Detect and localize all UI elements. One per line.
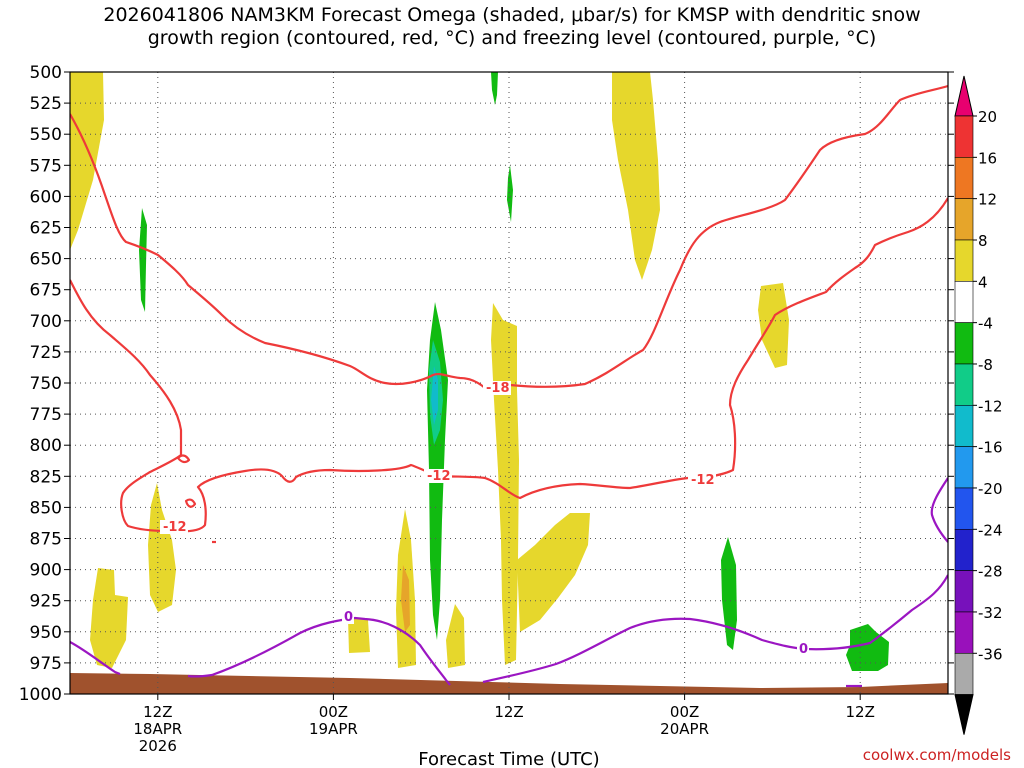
y-tick-label: 950 <box>30 623 62 643</box>
omega-region-pos-10 <box>612 72 660 280</box>
colorbar-label: -24 <box>978 521 1003 539</box>
colorbar-swatch <box>954 157 974 199</box>
chart-title-line-2: growth region (contoured, red, °C) and f… <box>147 27 877 49</box>
y-tick-label: 925 <box>30 592 62 612</box>
y-tick-label: 750 <box>30 374 62 394</box>
colorbar-swatch <box>954 363 974 406</box>
omega-region-pos-6 <box>401 565 410 632</box>
dgz-contour-small-2 <box>184 498 197 508</box>
y-tick-label: 575 <box>30 156 62 176</box>
omega-region-pos-11 <box>758 283 789 368</box>
y-tick-label: 650 <box>30 250 62 270</box>
x-tick-label: 00Z <box>670 703 699 721</box>
x-axis-label: Forecast Time (UTC) <box>418 749 599 768</box>
colorbar-label: -4 <box>978 315 993 333</box>
y-tick-label: 500 <box>30 63 62 83</box>
y-tick-label: 850 <box>30 498 62 518</box>
y-tick-label: 550 <box>30 125 62 145</box>
colorbar-label: -28 <box>978 563 1003 581</box>
y-tick-label: 875 <box>30 530 62 550</box>
omega-region-pos-4 <box>348 618 370 653</box>
dgz-contour-minus18 <box>70 84 948 390</box>
omega-region-neg-7 <box>721 537 737 650</box>
watermark: coolwx.com/models <box>862 746 1011 764</box>
freezing-level-contours <box>70 477 948 688</box>
colorbar-label: 4 <box>978 273 988 291</box>
freezing-level-line-main <box>70 574 948 686</box>
x-tick-label: 2026 <box>139 737 177 755</box>
dgz-label-minus18: -18 <box>486 381 510 396</box>
colorbar-swatch <box>954 570 974 613</box>
y-tick-label: 775 <box>30 405 62 425</box>
y-tick-label: 675 <box>30 281 62 301</box>
colorbar-swatch <box>954 528 974 571</box>
x-tick-label: 19APR <box>309 720 358 738</box>
colorbar-label: -20 <box>978 480 1003 498</box>
y-axis: 500 525 550 575 600 625 650 675 700 725 750 775 800 8… <box>19 63 954 705</box>
colorbar-label: -8 <box>978 356 993 374</box>
omega-region-neg-4 <box>431 366 438 425</box>
y-tick-label: 600 <box>30 187 62 207</box>
dgz-contour-small-1 <box>176 454 191 464</box>
colorbar-label: 16 <box>978 149 997 167</box>
colorbar-bottom-arrow <box>954 694 974 735</box>
x-tick-label: 18APR <box>133 720 182 738</box>
contour-labels: -18 -12 -12 -12 0 0 <box>160 381 809 657</box>
dgz-label-minus12-b: -12 <box>691 473 715 488</box>
x-tick-label: 12Z <box>143 703 172 721</box>
omega-region-pos-1 <box>70 72 104 250</box>
y-tick-label: 525 <box>30 94 62 114</box>
colorbar-label: -32 <box>978 604 1003 622</box>
y-tick-label: 975 <box>30 654 62 674</box>
freezing-label-0-a: 0 <box>344 610 353 625</box>
colorbar-swatch <box>954 611 974 654</box>
omega-region-pos-9 <box>517 513 590 632</box>
omega-shading <box>70 72 889 671</box>
y-tick-label: 825 <box>30 467 62 487</box>
omega-region-pos-7 <box>446 604 465 668</box>
colorbar-label: -16 <box>978 439 1003 457</box>
y-tick-label: 900 <box>30 561 62 581</box>
colorbar-label: -36 <box>978 645 1003 663</box>
colorbar-swatch <box>954 405 974 447</box>
colorbar-swatch <box>954 198 974 241</box>
colorbar-swatch <box>954 115 974 158</box>
omega-region-pos-3 <box>148 483 176 612</box>
colorbar-label: -12 <box>978 397 1003 415</box>
dgz-label-minus12-a: -12 <box>427 469 451 484</box>
colorbar-swatch <box>954 487 974 530</box>
colorbar-swatch <box>954 322 974 365</box>
x-tick-label: 12Z <box>494 703 523 721</box>
x-tick-label: 20APR <box>660 720 709 738</box>
y-tick-label: 800 <box>30 436 62 456</box>
colorbar-label: 8 <box>978 232 988 250</box>
dgz-label-minus12-c: -12 <box>163 520 187 535</box>
x-tick-label: 00Z <box>319 703 348 721</box>
colorbar-label: 20 <box>978 108 997 126</box>
omega-region-neg-5 <box>491 72 498 105</box>
colorbar-swatch <box>954 239 974 282</box>
colorbar-label: 12 <box>978 191 997 209</box>
colorbar-swatch <box>954 652 974 695</box>
freezing-level-line-right <box>930 477 948 543</box>
y-tick-label: 700 <box>30 312 62 332</box>
omega-region-neg-6 <box>507 165 513 222</box>
colorbar-swatch <box>954 281 974 323</box>
dgz-contours <box>70 84 948 544</box>
y-tick-label: 1000 <box>19 685 62 705</box>
omega-region-neg-1 <box>139 208 147 312</box>
x-tick-label: 12Z <box>846 703 875 721</box>
colorbar-swatch <box>954 446 974 489</box>
y-tick-label: 725 <box>30 343 62 363</box>
dgz-contour-minus12-outer <box>70 197 948 533</box>
omega-region-pos-2 <box>90 568 128 668</box>
colorbar-top-arrow <box>954 75 974 117</box>
surface-ground-band <box>70 673 948 694</box>
freezing-label-0-b: 0 <box>799 642 808 657</box>
chart-title-line-1: 2026041806 NAM3KM Forecast Omega (shaded… <box>103 4 921 26</box>
y-tick-label: 625 <box>30 219 62 239</box>
colorbar: 20 16 12 8 4 -4 -8 -12 -16 -20 -24 -28 -32 -36 <box>954 75 1003 735</box>
